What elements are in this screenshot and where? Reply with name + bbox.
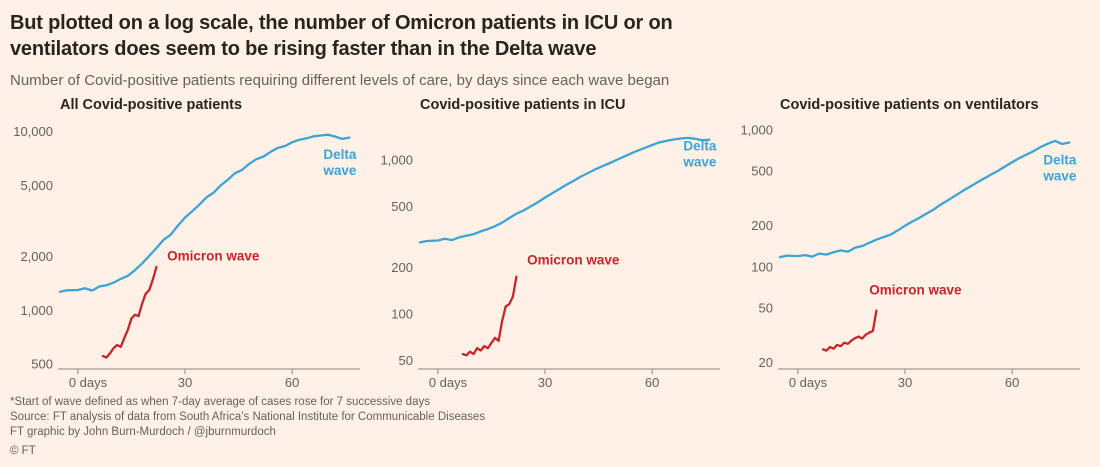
footer: *Start of wave defined as when 7-day ave… bbox=[10, 395, 1092, 459]
chart-title-icu-patients: Covid-positive patients in ICU bbox=[420, 97, 626, 113]
chart-title-all-covid-patients: All Covid-positive patients bbox=[60, 97, 243, 113]
series-line-omicron-wave bbox=[821, 309, 878, 352]
page-title-line2: ventilators does seem to be rising faste… bbox=[10, 38, 597, 60]
series-line-delta-wave bbox=[58, 133, 351, 293]
y-tick-label: 1,000 bbox=[380, 152, 413, 167]
series-label-omicron-wave: Omicron wave bbox=[527, 252, 620, 267]
chart-ventilator-patients: Covid-positive patients on ventilators 0… bbox=[730, 93, 1090, 391]
source-line: Source: FT analysis of data from South A… bbox=[10, 411, 486, 423]
y-tick-label: 100 bbox=[391, 307, 413, 322]
y-tick-label: 50 bbox=[399, 353, 413, 368]
credit-line: FT graphic by John Burn-Murdoch / @jburn… bbox=[10, 426, 276, 438]
y-tick-label: 5,000 bbox=[20, 178, 53, 193]
x-tick-label: 60 bbox=[285, 375, 299, 390]
series-label-delta-wave: Delta wave bbox=[322, 147, 357, 178]
series-line-omicron-wave bbox=[461, 275, 518, 357]
y-tick-label: 200 bbox=[751, 218, 773, 233]
series-label-omicron-wave: Omicron wave bbox=[167, 249, 260, 264]
chart-icu-patients: Covid-positive patients in ICU 0 days 30 6… bbox=[370, 93, 730, 391]
y-tick-label: 50 bbox=[759, 301, 773, 316]
series-line-delta-wave bbox=[778, 139, 1071, 259]
y-tick-label: 500 bbox=[751, 164, 773, 179]
series-label-delta-wave: Delta wave bbox=[682, 139, 717, 170]
footnote: *Start of wave defined as when 7-day ave… bbox=[10, 396, 430, 408]
y-tick-label: 1,000 bbox=[20, 303, 53, 318]
y-tick-label: 2,000 bbox=[20, 249, 53, 264]
x-tick-label: 60 bbox=[1005, 375, 1019, 390]
chart-title-ventilator-patients: Covid-positive patients on ventilators bbox=[780, 97, 1039, 113]
y-tick-label: 200 bbox=[391, 260, 413, 275]
chart-canvas-all-covid-patients: 0 days 30 60 500 1,000 2,000 5,000 10,000 Delta w… bbox=[13, 124, 360, 390]
chart-subtitle: Number of Covid-positive patients requir… bbox=[10, 72, 670, 89]
page-title-line1: But plotted on a log scale, the number o… bbox=[10, 12, 673, 34]
series-label-delta-wave: Delta wave bbox=[1042, 152, 1077, 183]
chart-all-covid-patients: All Covid-positive patients 0 days 30 60 50… bbox=[10, 93, 370, 391]
y-tick-label: 10,000 bbox=[13, 124, 53, 139]
y-tick-label: 100 bbox=[751, 259, 773, 274]
series-label-omicron-wave: Omicron wave bbox=[869, 282, 962, 297]
x-tick-label: 0 days bbox=[69, 375, 108, 390]
x-tick-label: 30 bbox=[898, 375, 912, 390]
x-tick-label: 0 days bbox=[789, 375, 828, 390]
x-tick-label: 30 bbox=[178, 375, 192, 390]
y-tick-label: 500 bbox=[31, 357, 53, 372]
series-line-delta-wave bbox=[418, 136, 711, 244]
y-tick-label: 1,000 bbox=[740, 122, 773, 137]
x-tick-label: 30 bbox=[538, 375, 552, 390]
chart-canvas-icu-patients: 0 days 30 60 50 100 200 500 1,000 Delta wave Omicr… bbox=[380, 136, 720, 390]
charts-row: All Covid-positive patients 0 days 30 60 50… bbox=[10, 93, 1092, 391]
chart-canvas-ventilator-patients: 0 days 30 60 20 50 100 200 500 1,000 Delta wave Omi… bbox=[740, 122, 1080, 390]
x-tick-label: 60 bbox=[645, 375, 659, 390]
page-title: But plotted on a log scale, the number o… bbox=[10, 10, 1092, 62]
y-tick-label: 20 bbox=[759, 355, 773, 370]
y-tick-label: 500 bbox=[391, 199, 413, 214]
series-line-omicron-wave bbox=[101, 265, 158, 359]
ft-copyright: © FT bbox=[10, 445, 36, 457]
x-tick-label: 0 days bbox=[429, 375, 468, 390]
